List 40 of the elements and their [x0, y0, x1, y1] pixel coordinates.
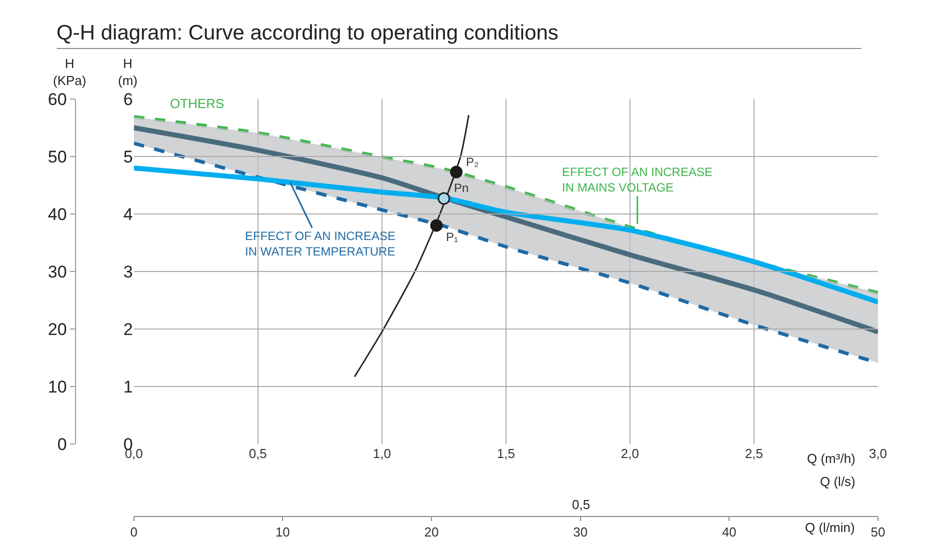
x2-tick-label: 30 [573, 524, 588, 540]
annotation: EFFECT OF AN INCREASE IN WATER TEMPERATURE [245, 229, 396, 259]
x-tick-label: 2,0 [620, 446, 639, 461]
text: 0,5 [572, 497, 590, 512]
chart-title: Q-H diagram: Curve according to operating conditions [56, 21, 558, 44]
y-tick-label: 3 [123, 262, 133, 282]
y-tick-label: 6 [123, 90, 133, 109]
annotation: P₂ [466, 155, 480, 169]
y2-tick-label: 20 [48, 320, 67, 339]
x2-tick-label: 10 [275, 524, 290, 540]
x-axis-title: Q (m³/h) [807, 451, 856, 466]
series-label: OTHERS [170, 96, 224, 111]
point [430, 219, 443, 232]
x2-tick-label: 40 [722, 524, 736, 540]
text: Q (l/s) [820, 474, 856, 489]
point [438, 192, 450, 205]
y2-tick-label: 50 [48, 147, 67, 166]
y2-tick-label: 40 [48, 204, 67, 224]
y-tick-label: 1 [123, 377, 133, 396]
x2-tick-label: 50 [870, 524, 886, 540]
y-tick-label: 4 [123, 204, 133, 224]
x-tick-label: 0,5 [248, 446, 267, 461]
x-tick-label: 1,5 [496, 446, 515, 461]
y2-axis-title: H (KPa) [53, 56, 86, 88]
y-tick-label: 2 [123, 320, 133, 339]
y-tick-label: 5 [123, 147, 133, 166]
x2-tick-label: 20 [424, 524, 439, 540]
annotation: Pn [454, 181, 469, 195]
x-tick-label: 3,0 [868, 446, 888, 461]
y2-tick-label: 0 [57, 434, 67, 454]
x-tick-label: 2,5 [744, 446, 764, 461]
point [450, 166, 463, 178]
annotation: EFFECT OF AN INCREASE IN MAINS VOLTAGE [562, 165, 712, 195]
x-tick-label: 1,0 [372, 446, 391, 461]
y2-tick-label: 30 [48, 262, 67, 282]
annotation: P₁ [446, 230, 458, 244]
y2-tick-label: 60 [48, 90, 67, 109]
x2-axis-title: Q (l/min) [805, 520, 855, 535]
y-axis-title: H (m) [118, 56, 138, 88]
y2-tick-label: 10 [48, 377, 67, 396]
